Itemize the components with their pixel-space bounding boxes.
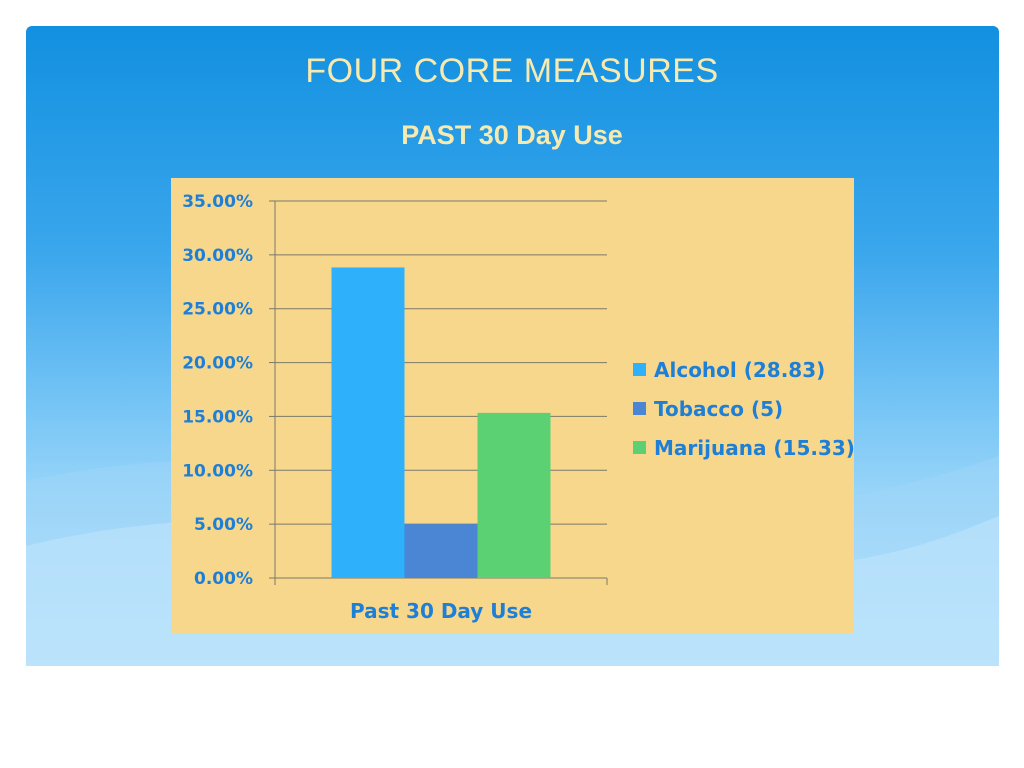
bar-tobacco bbox=[404, 524, 478, 578]
y-tick-label: 25.00% bbox=[182, 300, 253, 320]
legend-swatch bbox=[633, 402, 646, 415]
bar-chart: 0.00% 5.00% 10.00% 15.00% 20.00% 25.00% 30.00%… bbox=[182, 192, 608, 623]
slide-title: FOUR CORE MEASURES bbox=[305, 52, 719, 90]
y-tick-label: 35.00% bbox=[182, 192, 253, 212]
chart-area: 0.00% 5.00% 10.00% 15.00% 20.00% 25.00% 30.00%… bbox=[171, 178, 855, 634]
y-tick-label: 10.00% bbox=[182, 461, 253, 481]
legend-item: Alcohol (28.83) bbox=[633, 350, 855, 389]
legend-swatch bbox=[633, 441, 646, 454]
legend-swatch bbox=[633, 363, 646, 376]
y-tick-label: 15.00% bbox=[182, 407, 253, 427]
bar-marijuana bbox=[477, 412, 551, 578]
y-tick-label: 5.00% bbox=[194, 515, 253, 535]
y-tick-label: 0.00% bbox=[194, 569, 253, 589]
legend-label: Marijuana (15.33) bbox=[654, 435, 855, 460]
slide-subtitle: PAST 30 Day Use bbox=[401, 120, 623, 150]
legend-item: Tobacco (5) bbox=[633, 389, 855, 428]
x-category-label: Past 30 Day Use bbox=[350, 599, 532, 623]
bar-alcohol bbox=[331, 267, 405, 578]
legend-label: Tobacco (5) bbox=[654, 396, 784, 421]
legend-item: Marijuana (15.33) bbox=[633, 428, 855, 467]
legend-label: Alcohol (28.83) bbox=[654, 357, 826, 382]
chart-legend: Alcohol (28.83) Tobacco (5) Marijuana (15.… bbox=[633, 350, 855, 467]
y-tick-label: 20.00% bbox=[182, 354, 253, 374]
y-tick-label: 30.00% bbox=[182, 246, 253, 266]
